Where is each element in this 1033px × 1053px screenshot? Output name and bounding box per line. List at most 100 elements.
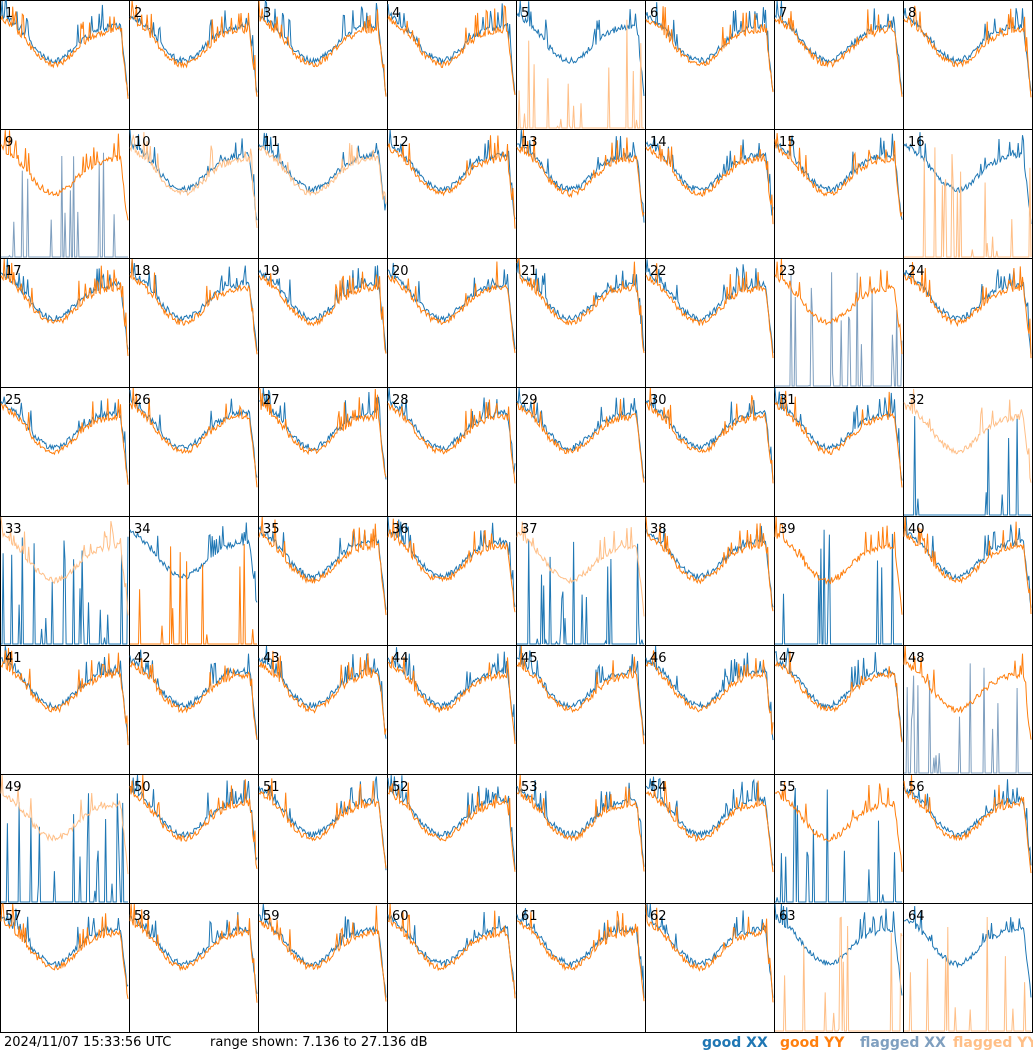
good-xx-line <box>774 0 903 95</box>
panel-30: 30 <box>645 387 775 517</box>
panel-32: 32 <box>903 387 1033 517</box>
good-xx-line <box>516 0 645 96</box>
good-yy-line <box>516 398 645 483</box>
good-yy-line <box>129 0 258 97</box>
panel-18: 18 <box>129 258 259 388</box>
good-xx-line <box>903 269 1032 355</box>
panel-44: 44 <box>387 645 517 775</box>
panel-label: 45 <box>521 651 538 666</box>
good-xx-line <box>129 774 258 861</box>
good-xx-line <box>1 536 129 645</box>
good-xx-line <box>129 390 258 478</box>
good-yy-line <box>645 387 774 484</box>
panel-label: 49 <box>5 780 22 795</box>
panel-label: 1 <box>5 6 13 21</box>
panel-52: 52 <box>387 774 517 904</box>
panel-29: 29 <box>516 387 646 517</box>
good-yy-line <box>129 387 258 488</box>
panel-frame <box>516 774 646 904</box>
good-yy-line <box>387 135 516 229</box>
panel-33: 33 <box>0 516 130 646</box>
panel-label: 54 <box>650 780 667 795</box>
panel-label: 16 <box>908 135 925 150</box>
panel-frame <box>645 903 775 1033</box>
good-yy-line <box>516 774 645 872</box>
panel-13: 13 <box>516 129 646 259</box>
panel-label: 26 <box>134 393 151 408</box>
panel-59: 59 <box>258 903 388 1033</box>
good-yy-line <box>0 130 129 221</box>
good-xx-line <box>129 912 258 994</box>
panel-15: 15 <box>774 129 904 259</box>
panel-label: 46 <box>650 651 667 666</box>
panel-7: 7 <box>774 0 904 130</box>
panel-39: 39 <box>774 516 904 646</box>
good-xx-line <box>903 905 1032 998</box>
flagged-yy-line <box>129 132 258 229</box>
legend-flagged-xx: flagged XX <box>860 1035 946 1051</box>
panel-label: 47 <box>779 651 796 666</box>
panel-label: 63 <box>779 909 796 924</box>
good-yy-line <box>516 258 645 354</box>
panel-37: 37 <box>516 516 646 646</box>
panel-9: 9 <box>0 129 130 259</box>
legend-good-yy: good YY <box>780 1035 845 1051</box>
panel-label: 10 <box>134 135 151 150</box>
good-xx-line <box>129 258 258 351</box>
good-yy-line <box>387 261 516 354</box>
panel-41: 41 <box>0 645 130 775</box>
panel-5: 5 <box>516 0 646 130</box>
panel-label: 53 <box>521 780 538 795</box>
good-yy-line <box>645 516 774 612</box>
good-yy-line <box>645 263 774 359</box>
panel-label: 13 <box>521 135 538 150</box>
good-xx-line <box>1 793 128 903</box>
panel-55: 55 <box>774 774 904 904</box>
panel-label: 27 <box>263 393 280 408</box>
panel-label: 32 <box>908 393 925 408</box>
panel-label: 5 <box>521 6 529 21</box>
timestamp: 2024/11/07 15:33:56 UTC <box>4 1035 172 1050</box>
panel-1: 1 <box>0 0 130 130</box>
good-xx-line <box>0 0 129 97</box>
good-yy-line <box>516 645 645 745</box>
panel-label: 41 <box>5 651 22 666</box>
panel-label: 23 <box>779 264 796 279</box>
good-yy-line <box>0 647 129 746</box>
panel-label: 43 <box>263 651 280 666</box>
good-yy-line <box>258 271 387 354</box>
panel-label: 28 <box>392 393 409 408</box>
panel-20: 20 <box>387 258 517 388</box>
flagged-yy-line <box>517 19 644 129</box>
panel-frame <box>258 129 388 259</box>
panel-label: 4 <box>392 6 400 21</box>
good-yy-line <box>129 903 258 1003</box>
good-xx-line <box>258 132 387 211</box>
panel-25: 25 <box>0 387 130 517</box>
panel-label: 51 <box>263 780 280 795</box>
good-yy-line <box>258 778 387 869</box>
panel-27: 27 <box>258 387 388 517</box>
panel-frame <box>387 258 517 388</box>
good-yy-line <box>387 656 516 744</box>
panel-label: 12 <box>392 135 409 150</box>
panel-61: 61 <box>516 903 646 1033</box>
good-yy-line <box>516 910 645 1002</box>
panel-frame <box>645 0 775 130</box>
good-xx-line <box>645 259 774 354</box>
panel-label: 14 <box>650 135 667 150</box>
panel-frame <box>903 645 1033 775</box>
panel-label: 57 <box>5 909 22 924</box>
good-yy-line <box>645 780 774 873</box>
panel-46: 46 <box>645 645 775 775</box>
panel-label: 29 <box>521 393 538 408</box>
panel-24: 24 <box>903 258 1033 388</box>
flagged-xx-line <box>775 272 903 387</box>
range-label: range shown: 7.136 to 27.136 dB <box>210 1035 428 1050</box>
panel-11: 11 <box>258 129 388 259</box>
panel-label: 58 <box>134 909 151 924</box>
panel-label: 36 <box>392 522 409 537</box>
good-yy-line <box>258 905 387 1002</box>
good-yy-line <box>0 258 129 356</box>
